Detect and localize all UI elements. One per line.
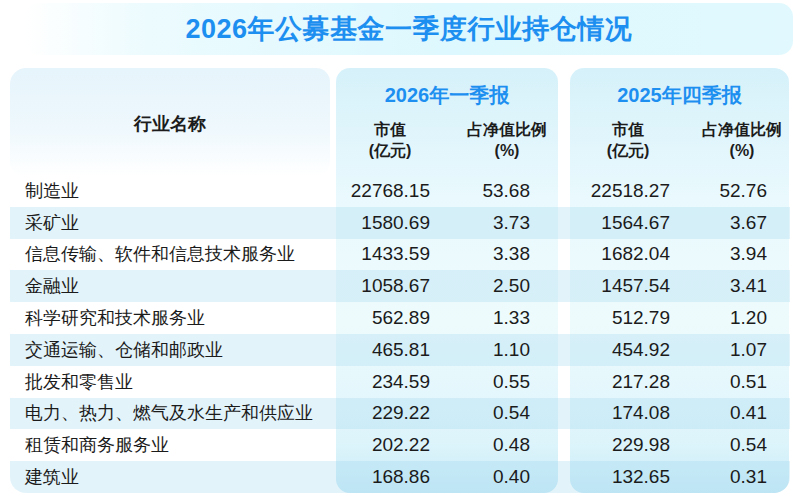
cell-industry-name: 批发和零售业 [25,370,133,394]
cell-pct-net-2025: 0.41 [730,402,767,424]
group-header-2026q1: 2026年一季报 [336,82,558,109]
cell-pct-net-2025: 3.41 [730,275,767,297]
cell-market-value-2026: 1433.59 [361,243,430,265]
cell-pct-net-2026: 0.48 [493,434,530,456]
table-row: 金融业 1058.67 2.50 1457.54 3.41 [10,270,790,302]
subheader-market-value-2026: 市值 (亿元) [369,120,412,162]
table-row: 建筑业 168.86 0.40 132.65 0.31 [10,461,790,493]
cell-market-value-2025: 132.65 [612,466,670,488]
infographic-canvas: 2026年公募基金一季度行业持仓情况 行业名称 2026年一季报 2025年四季… [0,0,800,498]
cell-industry-name: 租赁和商务服务业 [25,433,169,457]
cell-pct-net-2026: 3.73 [493,212,530,234]
table-row: 批发和零售业 234.59 0.55 217.28 0.51 [10,366,790,398]
cell-pct-net-2025: 1.07 [730,339,767,361]
page-title: 2026年公募基金一季度行业持仓情况 [185,11,632,47]
cell-market-value-2026: 22768.15 [351,180,430,202]
cell-pct-net-2025: 0.51 [730,371,767,393]
cell-pct-net-2025: 0.31 [730,466,767,488]
cell-industry-name: 科学研究和技术服务业 [25,306,205,330]
cell-pct-net-2025: 3.94 [730,243,767,265]
cell-industry-name: 信息传输、软件和信息技术服务业 [25,242,295,266]
cell-pct-net-2026: 0.54 [493,402,530,424]
cell-pct-net-2026: 2.50 [493,275,530,297]
cell-market-value-2025: 512.79 [612,307,670,329]
cell-pct-net-2025: 52.76 [719,180,767,202]
table-row: 电力、热力、燃气及水生产和供应业 229.22 0.54 174.08 0.41 [10,398,790,430]
cell-industry-name: 建筑业 [25,465,79,489]
cell-market-value-2025: 174.08 [612,402,670,424]
cell-pct-net-2026: 0.40 [493,466,530,488]
subheader-pct-net-value-2025: 占净值比例 (%) [702,120,782,162]
subheader-line: 市值 [607,120,650,141]
cell-market-value-2025: 454.92 [612,339,670,361]
cell-market-value-2026: 1058.67 [361,275,430,297]
title-band: 2026年公募基金一季度行业持仓情况 [25,3,793,55]
cell-market-value-2026: 465.81 [372,339,430,361]
cell-industry-name: 制造业 [25,179,79,203]
table-row: 租赁和商务服务业 202.22 0.48 229.98 0.54 [10,429,790,461]
cell-market-value-2026: 229.22 [372,402,430,424]
subheader-line: 市值 [369,120,412,141]
table-row: 交通运输、仓储和邮政业 465.81 1.10 454.92 1.07 [10,334,790,366]
cell-pct-net-2025: 0.54 [730,434,767,456]
cell-industry-name: 电力、热力、燃气及水生产和供应业 [25,401,313,425]
cell-pct-net-2026: 1.10 [493,339,530,361]
subheader-line: (%) [467,141,547,162]
cell-pct-net-2026: 0.55 [493,371,530,393]
cell-industry-name: 金融业 [25,274,79,298]
cell-pct-net-2025: 3.67 [730,212,767,234]
cell-pct-net-2026: 1.33 [493,307,530,329]
cell-industry-name: 采矿业 [25,211,79,235]
subheader-line: (亿元) [607,141,650,162]
cell-market-value-2025: 1682.04 [601,243,670,265]
table-row: 制造业 22768.15 53.68 22518.27 52.76 [10,175,790,207]
subheader-line: (%) [702,141,782,162]
cell-pct-net-2026: 3.38 [493,243,530,265]
cell-market-value-2025: 1457.54 [601,275,670,297]
cell-market-value-2025: 22518.27 [591,180,670,202]
cell-market-value-2026: 562.89 [372,307,430,329]
industry-name-column-header: 行业名称 [10,112,330,136]
cell-market-value-2025: 229.98 [612,434,670,456]
table-row: 信息传输、软件和信息技术服务业 1433.59 3.38 1682.04 3.9… [10,239,790,271]
subheader-line: 占净值比例 [702,120,782,141]
cell-pct-net-2025: 1.20 [730,307,767,329]
cell-market-value-2025: 217.28 [612,371,670,393]
cell-market-value-2026: 168.86 [372,466,430,488]
cell-pct-net-2026: 53.68 [482,180,530,202]
table-row: 采矿业 1580.69 3.73 1564.67 3.67 [10,207,790,239]
table-body: 制造业 22768.15 53.68 22518.27 52.76 采矿业 15… [10,175,790,493]
subheader-line: (亿元) [369,141,412,162]
subheader-line: 占净值比例 [467,120,547,141]
cell-market-value-2026: 202.22 [372,434,430,456]
table-row: 科学研究和技术服务业 562.89 1.33 512.79 1.20 [10,302,790,334]
subheader-market-value-2025: 市值 (亿元) [607,120,650,162]
group-header-2025q4: 2025年四季报 [570,82,789,109]
cell-market-value-2026: 234.59 [372,371,430,393]
holdings-table-card: 行业名称 2026年一季报 2025年四季报 市值 (亿元) 占净值比例 (%)… [10,68,790,493]
cell-market-value-2025: 1564.67 [601,212,670,234]
cell-industry-name: 交通运输、仓储和邮政业 [25,338,223,362]
cell-market-value-2026: 1580.69 [361,212,430,234]
subheader-pct-net-value-2026: 占净值比例 (%) [467,120,547,162]
